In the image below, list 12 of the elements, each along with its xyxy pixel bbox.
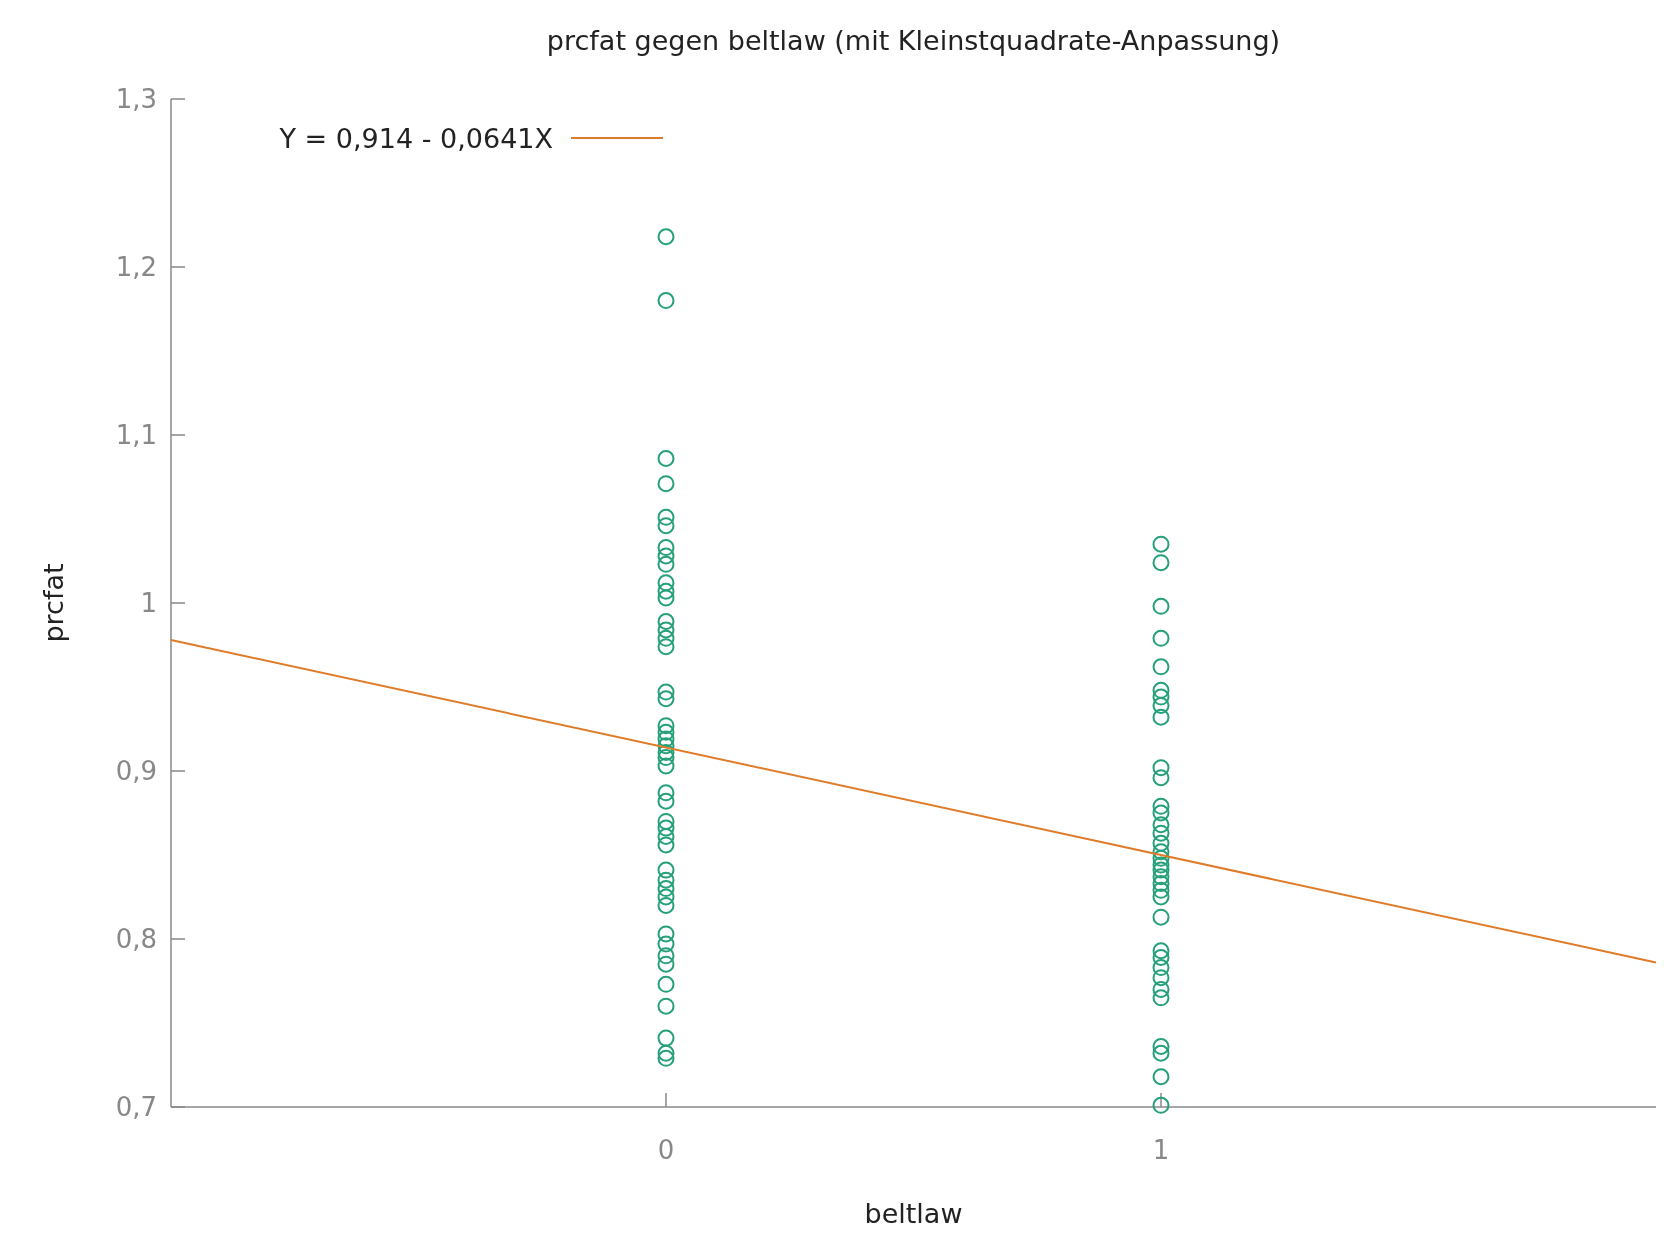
legend-label: Y = 0,914 - 0,0641X [278,123,553,154]
y-tick-label: 1,2 [115,252,157,283]
y-tick-label: 0,8 [115,924,157,955]
x-axis-title: beltlaw [864,1198,963,1229]
y-tick-label: 0,9 [115,756,157,787]
y-tick-label: 1,3 [115,84,157,115]
y-tick-label: 0,7 [115,1092,157,1123]
x-tick-label: 0 [657,1135,675,1165]
y-tick-label: 1,1 [115,420,157,451]
y-axis-title: prcfat [38,563,69,643]
y-tick-label: 1 [140,588,157,619]
chart-title: prcfat gegen beltlaw (mit Kleinstquadrate-Anpassung) [546,25,1281,56]
